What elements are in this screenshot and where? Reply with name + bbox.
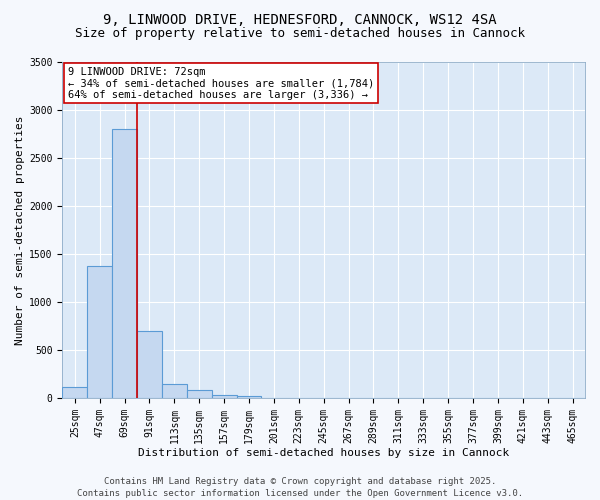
Bar xyxy=(87,266,112,398)
Bar xyxy=(162,384,187,398)
Bar xyxy=(236,396,262,398)
Bar xyxy=(112,129,137,398)
Y-axis label: Number of semi-detached properties: Number of semi-detached properties xyxy=(15,115,25,344)
Text: 9, LINWOOD DRIVE, HEDNESFORD, CANNOCK, WS12 4SA: 9, LINWOOD DRIVE, HEDNESFORD, CANNOCK, W… xyxy=(103,12,497,26)
Bar xyxy=(62,387,87,398)
Bar xyxy=(137,331,162,398)
X-axis label: Distribution of semi-detached houses by size in Cannock: Distribution of semi-detached houses by … xyxy=(138,448,509,458)
Bar xyxy=(212,395,236,398)
Text: Contains HM Land Registry data © Crown copyright and database right 2025.
Contai: Contains HM Land Registry data © Crown c… xyxy=(77,476,523,498)
Text: 9 LINWOOD DRIVE: 72sqm
← 34% of semi-detached houses are smaller (1,784)
64% of : 9 LINWOOD DRIVE: 72sqm ← 34% of semi-det… xyxy=(68,66,374,100)
Text: Size of property relative to semi-detached houses in Cannock: Size of property relative to semi-detach… xyxy=(75,28,525,40)
Bar xyxy=(187,390,212,398)
